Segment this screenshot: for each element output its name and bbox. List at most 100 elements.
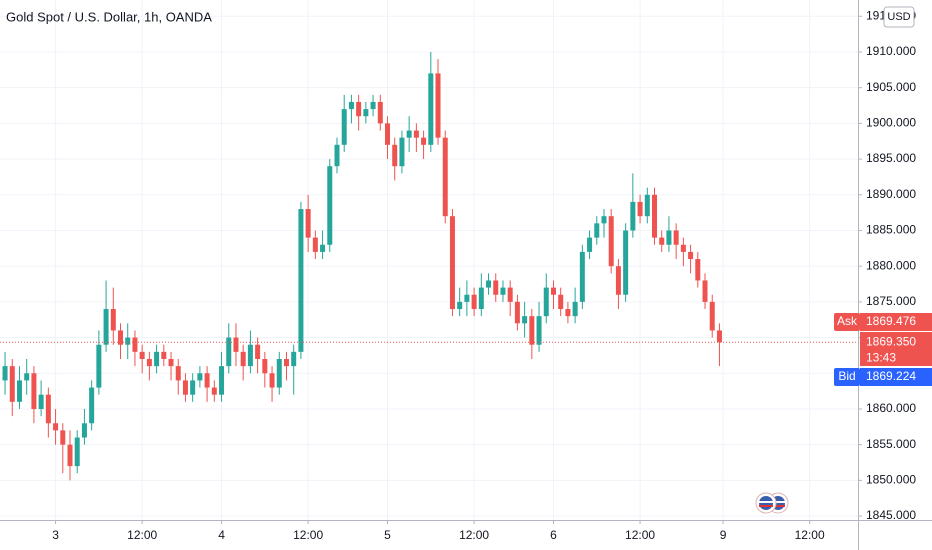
- candle-body: [182, 380, 188, 395]
- candle-body: [45, 394, 51, 424]
- candle-body: [298, 209, 304, 352]
- candle-body: [572, 301, 578, 317]
- candle-body: [219, 366, 225, 395]
- candle-body: [262, 358, 268, 374]
- candle-body: [190, 380, 196, 395]
- candle-body: [594, 223, 600, 238]
- candle-body: [449, 216, 455, 310]
- candle-body: [529, 316, 535, 345]
- candle-body: [666, 230, 672, 245]
- y-tick-label: 1895.000: [866, 151, 916, 165]
- candle-body: [507, 287, 513, 302]
- candle-body: [565, 309, 571, 317]
- currency-box: [883, 6, 915, 28]
- bid-label: Bid: [838, 369, 855, 383]
- flag-stripe: [759, 505, 773, 507]
- candle-body: [255, 344, 261, 359]
- y-tick-label: 1905.000: [866, 80, 916, 94]
- chart-title: Gold Spot / U.S. Dollar, 1h, OANDA: [6, 9, 212, 24]
- candle-body: [695, 259, 701, 281]
- countdown: 13:43: [866, 350, 896, 364]
- candles: [2, 51, 722, 481]
- candle-body: [486, 280, 492, 288]
- candle-body: [38, 394, 44, 409]
- candle-body: [608, 216, 614, 267]
- candle-body: [276, 358, 282, 388]
- candle-body: [522, 316, 528, 324]
- ask-label: Ask: [837, 314, 858, 328]
- candle-body: [334, 144, 340, 167]
- candle-body: [688, 251, 694, 260]
- flag-stripe: [771, 501, 785, 503]
- y-tick-label: 1890.000: [866, 187, 916, 201]
- bid-price: 1869.224: [866, 369, 916, 383]
- candle-body: [269, 373, 275, 388]
- candle-body: [226, 337, 232, 367]
- y-tick-label: 1910.000: [866, 44, 916, 58]
- candle-body: [644, 194, 650, 217]
- candle-body: [211, 387, 217, 395]
- x-tick-label: 12:00: [459, 528, 489, 542]
- candle-body: [175, 366, 181, 381]
- last-price-bg: [860, 332, 932, 366]
- y-tick-label: 1875.000: [866, 294, 916, 308]
- candle-body: [240, 351, 246, 367]
- ask-price: 1869.476: [866, 314, 916, 328]
- candle-body: [24, 373, 30, 381]
- candle-body: [471, 294, 477, 310]
- x-tick-label: 6: [550, 528, 557, 542]
- candle-body: [139, 351, 145, 359]
- candle-body: [630, 201, 636, 231]
- candle-body: [399, 137, 405, 167]
- candle-body: [146, 358, 152, 367]
- x-tick-label: 12:00: [293, 528, 323, 542]
- candle-body: [67, 444, 73, 467]
- candle-body: [110, 309, 116, 331]
- candle-body: [514, 301, 520, 324]
- candle-body: [89, 387, 95, 424]
- candle-body: [623, 230, 629, 295]
- candle-body: [283, 358, 289, 367]
- candle-body: [312, 237, 318, 252]
- candle-body: [118, 330, 124, 345]
- candle-body: [421, 137, 427, 145]
- candle-body: [673, 230, 679, 245]
- candle-body: [587, 237, 593, 252]
- candle-body: [74, 437, 80, 467]
- candle-body: [370, 101, 376, 110]
- candle-body: [2, 366, 8, 381]
- candle-body: [543, 287, 549, 317]
- candle-body: [680, 244, 686, 252]
- x-tick-label: 12:00: [127, 528, 157, 542]
- y-tick-label: 1860.000: [866, 401, 916, 415]
- x-tick-label: 5: [384, 528, 391, 542]
- bid-label-bg: [834, 368, 860, 386]
- candle-body: [385, 123, 391, 145]
- candle-body: [341, 109, 347, 145]
- candle-body: [154, 351, 160, 367]
- candle-body: [320, 244, 326, 252]
- event-flags: [755, 492, 789, 514]
- candle-body: [659, 237, 665, 245]
- bid-price-bg: [860, 368, 932, 386]
- candle-body: [53, 423, 59, 431]
- candle-body: [702, 280, 708, 302]
- candle-body: [493, 280, 499, 295]
- x-tick-label: 3: [52, 528, 59, 542]
- candle-body: [442, 137, 448, 217]
- candle-body: [16, 380, 22, 402]
- candle-body: [464, 294, 470, 302]
- flag-stripe: [771, 505, 785, 507]
- candle-body: [536, 316, 542, 345]
- ask-label-bg: [834, 313, 860, 331]
- y-tick-label: 1850.000: [866, 473, 916, 487]
- candle-body: [428, 73, 434, 145]
- candle-body: [305, 209, 311, 238]
- candle-body: [103, 309, 109, 345]
- candle-body: [291, 351, 297, 367]
- y-tick-label: 1845.000: [866, 508, 916, 522]
- candle-body: [601, 216, 607, 224]
- candle-body: [197, 373, 203, 381]
- x-tick-label: 12:00: [625, 528, 655, 542]
